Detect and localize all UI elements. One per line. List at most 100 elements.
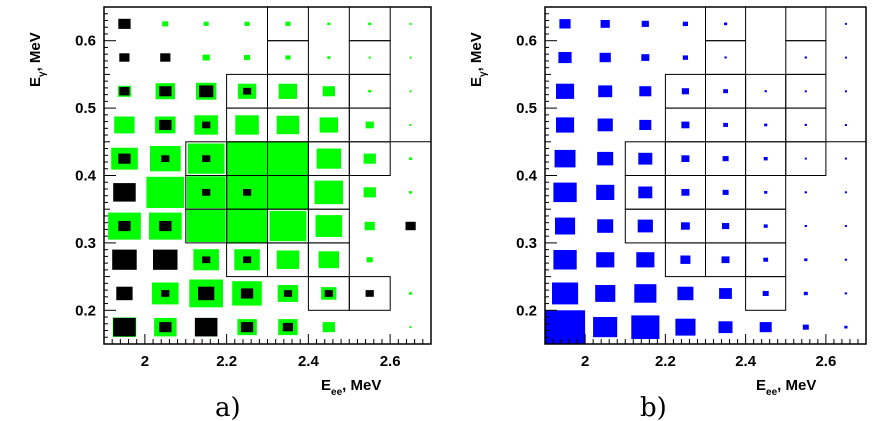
panel-a-y-tick-label-2: 0.4 (75, 168, 97, 185)
panel-a-cell-s0-r2-c5 (318, 251, 339, 269)
panel-b-cell-s0-r0-c1 (593, 317, 618, 338)
panel-b-cell-s0-r3-c4 (722, 223, 730, 230)
panel-a-cell-s0-r9-c5 (327, 22, 331, 26)
panel-a-x-tick-label-1: 2.2 (216, 353, 237, 370)
panel-a-cell-s0-r4-c1 (146, 176, 185, 208)
panel-b-cell-s0-r9-c4 (724, 22, 728, 26)
panel-b-cell-s0-r2-c3 (680, 255, 691, 264)
panel-a-cell-s1-r4-c2 (202, 189, 211, 196)
panel-b-cell-s0-r3-c6 (804, 225, 807, 227)
panel-a-cell-s0-r8-c4 (285, 55, 291, 60)
panel-a-cell-s0-r7-c6 (368, 90, 372, 93)
panel-b-x-tick-label-2: 2.4 (735, 353, 757, 370)
panel-a-cell-s0-r3-c5 (315, 215, 343, 237)
panel-b-cell-s0-r7-c1 (598, 85, 613, 98)
panel-a-cell-s1-r0-c2 (194, 317, 218, 337)
panel-a-cell-s0-r5-c7 (409, 157, 413, 160)
panel-b-cell-s0-r4-c2 (638, 186, 653, 199)
panel-a-cell-s0-r6-c5 (319, 117, 338, 133)
panel-a-cell-s0-r4-c4 (267, 175, 309, 210)
panel-a-cell-s1-r0-c1 (159, 322, 172, 333)
panel-a-cell-s0-r3-c2 (186, 210, 226, 242)
panel-b-y-tick-label-2: 0.4 (516, 168, 538, 185)
panel-b-cell-s0-r4-c5 (764, 191, 768, 194)
panel-a-cell-s0-r8-c7 (409, 56, 412, 59)
panel-a-cell-s1-r2-c1 (153, 249, 178, 270)
panel-b-cell-s0-r0-c0 (545, 310, 586, 344)
panel-b-cell-s0-r1-c5 (762, 290, 769, 296)
panel-a-cell-s0-r6-c6 (365, 121, 374, 129)
panel-a-cell-s1-r3-c1 (159, 221, 172, 232)
panel-b-cell-s0-r7-c4 (723, 89, 728, 94)
panel-b-y-tick-label-0: 0.2 (516, 302, 537, 319)
panel-a-cell-s0-r5-c4 (267, 141, 309, 176)
panel-a-cell-s1-r0-c4 (282, 322, 293, 332)
panel-b-cell-s0-r9-c3 (682, 21, 688, 27)
panel-b-cell-s0-r9-c0 (559, 19, 571, 29)
panel-a-cell-s0-r8-c6 (368, 56, 371, 59)
panel-b-cell-s0-r6-c2 (639, 119, 652, 130)
panel-b-cell-s0-r1-c1 (595, 285, 616, 302)
panel-b-cell-s0-r6-c1 (597, 118, 613, 132)
panel-a-cell-s0-r9-c6 (368, 22, 372, 26)
panel-a-x-tick-label-0: 2 (141, 353, 149, 370)
panel-a-cell-s1-r1-c4 (283, 290, 293, 297)
panel-a-y-tick-label-4: 0.6 (75, 33, 96, 50)
panel-b-cell-s0-r6-c3 (681, 121, 690, 129)
panel-a-cell-s0-r3-c6 (364, 221, 375, 231)
panel-b-x-axis-label: Eee, MeV (756, 377, 816, 398)
panel-b-cell-s0-r8-c3 (682, 55, 688, 60)
panel-a-cell-s1-r2-c0 (112, 249, 137, 270)
panel-a-y-axis-label: Eγ, MeV (27, 32, 48, 87)
panel-b-cell-s0-r4-c7 (844, 191, 847, 194)
panel-b-cell-s0-r2-c0 (553, 250, 577, 270)
panel-b-cell-s0-r5-c7 (844, 157, 847, 160)
panel-b-cell-s0-r6-c7 (844, 124, 847, 126)
panel-b-x-tick-label-1: 2.2 (655, 353, 676, 370)
panel-b-cell-s0-r2-c2 (636, 252, 655, 268)
panel-a-cell-s0-r5-c6 (363, 153, 376, 164)
panel-b-cell-s0-r0-c6 (802, 324, 809, 330)
panel-a-cell-s0-r0-c7 (409, 326, 412, 329)
panel-b-cell-s0-r4-c0 (553, 182, 577, 203)
panel-a-cell-s1-r5-c2 (202, 155, 211, 162)
panel-b-cell-s0-r2-c5 (763, 257, 769, 262)
panel-b-cell-s0-r7-c7 (844, 90, 847, 93)
panel-a-cell-s0-r5-c3 (226, 141, 268, 176)
panel-b-cell-s0-r3-c3 (681, 222, 690, 230)
panel-a-cell-s0-r4-c5 (314, 180, 344, 205)
panel-b-cell-s0-r0-c7 (844, 325, 848, 329)
panel-a-ticks: 2 2.2 2.4 2.6 0.2 0.3 0.4 0.5 0.6 (75, 6, 432, 370)
panel-a-y-tick-label-3: 0.5 (75, 100, 96, 117)
panel-b-cell-s0-r3-c7 (844, 225, 847, 227)
panel-b-region-box-28 (785, 6, 827, 42)
panel-b-cell-s0-r6-c6 (804, 123, 807, 126)
panel-b-cell-s0-r6-c0 (556, 117, 575, 133)
panel-b: 2 2.2 2.4 2.6 0.2 0.3 0.4 0.5 0.6 Eee, MeV Eγ, M… (468, 6, 867, 421)
panel-a-cell-s1-r9-c0 (118, 18, 131, 29)
panel-a-cell-s0-r9-c2 (203, 21, 209, 26)
panel-b-cell-s0-r8-c1 (599, 52, 611, 63)
panel-b-cell-s0-r5-c1 (597, 151, 614, 166)
panel-b-cell-s0-r7-c5 (764, 90, 767, 93)
panel-a-y-tick-label-1: 0.3 (75, 235, 96, 252)
panel-a-cell-s0-r3-c4 (269, 210, 307, 242)
panel-a-cell-s0-r8-c2 (202, 54, 210, 61)
panel-a-cell-s0-r2-c6 (366, 257, 373, 263)
panel-a-cell-s1-r5-c1 (161, 155, 170, 162)
panel-b-cell-s0-r1-c2 (634, 284, 657, 303)
panel-b-cell-s0-r0-c5 (759, 322, 772, 333)
panel-a-cell-s1-r1-c2 (198, 286, 215, 301)
panel-b-cell-s0-r5-c0 (554, 149, 576, 168)
panel-b-cell-s0-r1-c3 (677, 286, 694, 301)
panel-b-cell-s0-r8-c2 (641, 54, 650, 61)
panel-a: 2 2.2 2.4 2.6 0.2 0.3 0.4 0.5 0.6 Eee, MeV Eγ, M… (27, 6, 432, 421)
panel-b-cell-s0-r7-c0 (556, 83, 575, 99)
panel-b-cell-s0-r6-c5 (764, 123, 768, 127)
panel-a-cell-s1-r2-c2 (202, 256, 211, 264)
panel-b-cell-s0-r2-c4 (721, 256, 730, 264)
panel-b-cell-s0-r5-c2 (638, 152, 653, 165)
panel-b-cell-s0-r0-c4 (718, 321, 733, 334)
panel-a-cell-s0-r2-c4 (276, 250, 300, 269)
panel-b-cell-s0-r5-c5 (763, 157, 768, 161)
